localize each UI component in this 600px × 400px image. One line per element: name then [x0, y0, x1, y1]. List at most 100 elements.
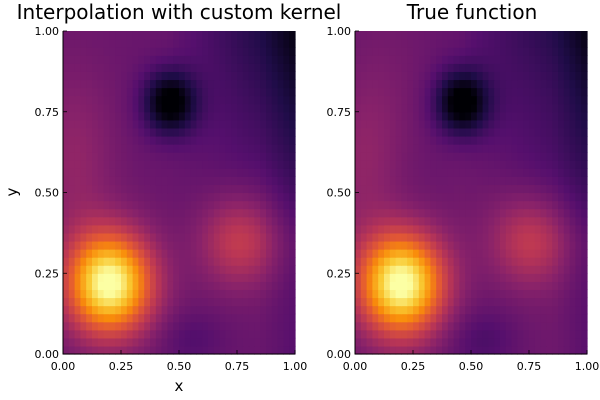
heatmap-cell	[418, 249, 426, 258]
heatmap-cell	[184, 119, 192, 129]
heatmap-cell	[471, 289, 478, 299]
heatmap-cell	[471, 71, 478, 81]
heatmap-cell	[289, 152, 296, 161]
heatmap-cell	[401, 160, 408, 169]
heatmap-cell	[161, 127, 168, 137]
heatmap-cell	[366, 119, 373, 129]
heatmap-cell	[534, 127, 542, 137]
heatmap-cell	[569, 103, 576, 113]
heatmap-cell	[266, 313, 273, 323]
heatmap-cell	[92, 321, 99, 331]
heatmap-cell	[277, 208, 284, 218]
heatmap-cell	[407, 305, 414, 315]
heatmap-cell	[92, 152, 99, 161]
heatmap-cell	[184, 176, 192, 186]
heatmap-cell	[523, 63, 530, 72]
heatmap-cell	[453, 55, 460, 64]
heatmap-cell	[430, 232, 437, 242]
heatmap-cell	[488, 111, 495, 121]
heatmap-cell	[389, 224, 397, 234]
heatmap-cell	[237, 95, 244, 105]
heatmap-cell	[511, 200, 518, 210]
heatmap-cell	[289, 119, 296, 129]
heatmap-cell	[289, 111, 296, 121]
heatmap-cell	[242, 87, 250, 97]
heatmap-cell	[395, 144, 402, 153]
heatmap-cell	[534, 111, 542, 121]
heatmap-cell	[546, 95, 553, 105]
heatmap-cell	[384, 265, 391, 274]
heatmap-cell	[500, 111, 507, 121]
heatmap-cell	[355, 281, 362, 290]
heatmap-cell	[459, 119, 466, 129]
heatmap-cell	[179, 152, 186, 161]
heatmap-cell	[121, 135, 128, 145]
heatmap-cell	[575, 79, 582, 89]
heatmap-cell	[424, 184, 431, 194]
heatmap-cell	[581, 313, 588, 323]
heatmap-cell	[115, 281, 122, 290]
heatmap-cell	[540, 305, 547, 315]
heatmap-cell	[167, 47, 174, 56]
heatmap-cell	[465, 216, 472, 226]
heatmap-cell	[442, 192, 449, 202]
heatmap-cell	[366, 184, 373, 194]
heatmap-cell	[109, 79, 116, 89]
heatmap-cell	[155, 103, 163, 113]
heatmap-cell	[471, 55, 478, 64]
heatmap-cell	[378, 47, 385, 56]
heatmap-cell	[225, 273, 232, 282]
heatmap-cell	[511, 345, 518, 355]
heatmap-cell	[366, 144, 373, 153]
heatmap-cell	[271, 289, 279, 299]
heatmap-cell	[523, 160, 530, 169]
heatmap-cell	[355, 232, 362, 242]
heatmap-cell	[494, 111, 501, 121]
heatmap-cell	[459, 305, 466, 315]
heatmap-cell	[418, 345, 426, 355]
heatmap-cell	[505, 192, 513, 202]
heatmap-cells	[355, 31, 588, 355]
heatmap-cell	[442, 208, 449, 218]
heatmap-cell	[569, 39, 576, 48]
heatmap-cell	[161, 87, 168, 97]
heatmap-cell	[482, 273, 489, 282]
heatmap-cell	[208, 216, 215, 226]
heatmap-cell	[74, 240, 81, 250]
heatmap-cell	[581, 249, 588, 258]
heatmap-cell	[80, 200, 87, 210]
heatmap-cell	[97, 232, 105, 242]
heatmap-panel-true-function: True function 0.00 0.25 0.50 0.75 1.00 0.000…	[327, 0, 600, 373]
heatmap-cell	[436, 127, 443, 137]
heatmap-cell	[161, 119, 168, 129]
heatmap-cell	[248, 297, 255, 307]
heatmap-cell	[511, 232, 518, 242]
heatmap-cell	[184, 160, 192, 169]
heatmap-cell	[97, 321, 105, 331]
heatmap-cell	[511, 87, 518, 97]
heatmap-cell	[190, 321, 197, 331]
heatmap-cell	[155, 71, 163, 81]
heatmap-cell	[289, 63, 296, 72]
heatmap-cell	[266, 200, 273, 210]
heatmap-cell	[260, 321, 267, 331]
heatmap-cell	[355, 127, 362, 137]
heatmap-cell	[92, 216, 99, 226]
heatmap-cell	[511, 176, 518, 186]
heatmap-cell	[424, 329, 431, 339]
heatmap-cell	[86, 119, 93, 129]
heatmap-cell	[63, 281, 70, 290]
heatmap-cell	[219, 144, 226, 153]
heatmap-cell	[266, 224, 273, 234]
heatmap-cell	[173, 176, 180, 186]
heatmap-cell	[225, 216, 232, 226]
heatmap-cell	[121, 103, 128, 113]
heatmap-cell	[558, 47, 565, 56]
heatmap-cell	[92, 55, 99, 64]
heatmap-cell	[360, 321, 368, 331]
heatmap-cell	[529, 321, 536, 331]
heatmap-cell	[459, 297, 466, 307]
heatmap-cell	[500, 321, 507, 331]
heatmap-cell	[248, 305, 255, 315]
heatmap-cell	[459, 103, 466, 113]
